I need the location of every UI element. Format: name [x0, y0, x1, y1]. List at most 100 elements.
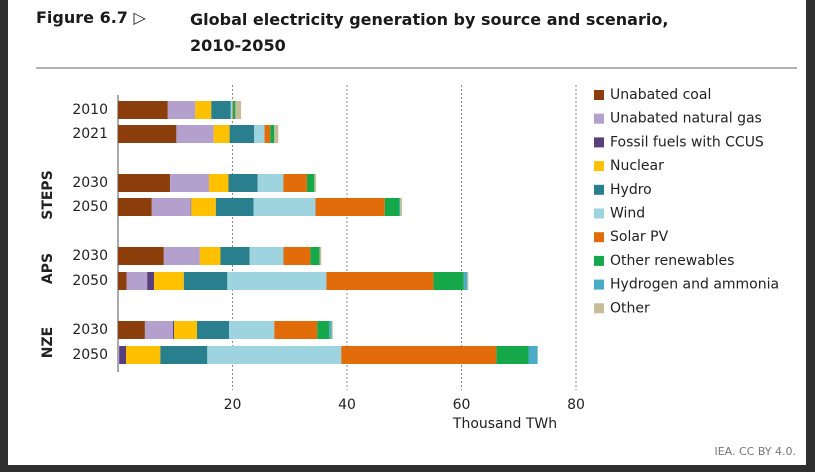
bar-segment [264, 125, 271, 143]
bar-segment [160, 346, 208, 364]
y-tick-label: 2050 [72, 199, 108, 215]
legend-label: Unabated coal [610, 87, 711, 103]
legend-label: Solar PV [610, 229, 669, 245]
bar-segment [254, 125, 265, 143]
bar-segment [230, 101, 233, 119]
bar-segment [199, 247, 221, 265]
bar-segment [118, 198, 152, 216]
bar-segment [314, 174, 317, 192]
y-tick-label: 2030 [72, 248, 108, 264]
y-tick-label: 2050 [72, 347, 108, 363]
bar-segment [227, 272, 327, 290]
group-label: STEPS [40, 170, 56, 220]
x-axis-label: Thousand TWh [452, 416, 557, 432]
bar-segment [220, 247, 250, 265]
bar-segment [118, 321, 145, 339]
bar-segment [283, 247, 311, 265]
group-label: NZE [40, 327, 56, 358]
bar-segment [209, 174, 229, 192]
legend-swatch [594, 137, 604, 148]
bar-segment [528, 346, 538, 364]
bar-segment [126, 346, 161, 364]
bar-segment [151, 198, 191, 216]
bar-segment [232, 101, 234, 119]
panel [8, 0, 806, 465]
bar-segment [235, 101, 242, 119]
legend-label: Wind [610, 206, 645, 222]
bar-segment [176, 125, 214, 143]
legend-label: Hydrogen and ammonia [610, 277, 779, 293]
bar-segment [215, 198, 254, 216]
bar-segment [317, 321, 330, 339]
bar-segment [229, 125, 255, 143]
bar-segment [144, 321, 173, 339]
bar-segment [118, 174, 171, 192]
bar-segment [326, 272, 434, 290]
legend-swatch [594, 208, 604, 219]
bar-segment [195, 101, 212, 119]
bar-segment [399, 198, 401, 216]
y-tick-label: 2030 [72, 322, 108, 338]
bar-segment [274, 321, 318, 339]
bar-segment [463, 272, 468, 290]
bar-segment [331, 321, 333, 339]
bar-segment [249, 247, 284, 265]
group-label: APS [40, 253, 56, 284]
bar-segment [118, 272, 127, 290]
chart-title: Global electricity generation by source … [190, 10, 669, 55]
x-tick-label: 40 [338, 397, 356, 413]
bar-segment [174, 321, 198, 339]
x-tick-label: 80 [567, 397, 585, 413]
bar-segment [154, 272, 184, 290]
bar-segment [167, 101, 196, 119]
legend-swatch [594, 113, 604, 124]
bar-segment [270, 125, 275, 143]
bar-segment [126, 272, 148, 290]
bar-segment [211, 101, 231, 119]
legend-swatch [594, 255, 604, 266]
bar-segment [319, 247, 322, 265]
bar-segment [197, 321, 230, 339]
bar-segment [229, 321, 275, 339]
bar-segment [467, 272, 469, 290]
source: IEA. CC BY 4.0. [714, 445, 796, 458]
bar-segment [170, 174, 210, 192]
bar-segment [163, 247, 200, 265]
bar-segment [257, 174, 284, 192]
bar-segment [118, 346, 120, 364]
bar-segment [341, 346, 497, 364]
bar-segment [306, 174, 315, 192]
y-tick-label: 2010 [72, 102, 108, 118]
bar-segment [118, 247, 164, 265]
y-tick-label: 2030 [72, 175, 108, 191]
legend-label: Other [610, 300, 650, 316]
y-tick-label: 2021 [72, 126, 108, 142]
bar-segment [310, 247, 320, 265]
legend-swatch [594, 184, 604, 195]
y-tick-label: 2050 [72, 273, 108, 289]
bar-segment [213, 125, 230, 143]
legend-swatch [594, 279, 604, 290]
x-tick-label: 60 [453, 397, 471, 413]
legend-label: Fossil fuels with CCUS [610, 134, 764, 150]
bar-segment [274, 125, 279, 143]
bar-segment [228, 174, 258, 192]
bar-segment [253, 198, 316, 216]
bar-segment [191, 198, 216, 216]
legend-swatch [594, 232, 604, 243]
bar-segment [207, 346, 342, 364]
legend-label: Nuclear [610, 158, 664, 174]
bar-segment [190, 198, 192, 216]
bar-segment [433, 272, 464, 290]
legend-swatch [594, 90, 604, 100]
x-tick-label: 20 [224, 397, 242, 413]
figure-label: Figure 6.7 ▷ [36, 8, 146, 27]
bar-segment [147, 272, 155, 290]
bar-segment [183, 272, 228, 290]
legend-label: Hydro [610, 182, 652, 198]
legend-swatch [594, 303, 604, 314]
bar-segment [233, 101, 236, 119]
bar-segment [329, 321, 332, 339]
